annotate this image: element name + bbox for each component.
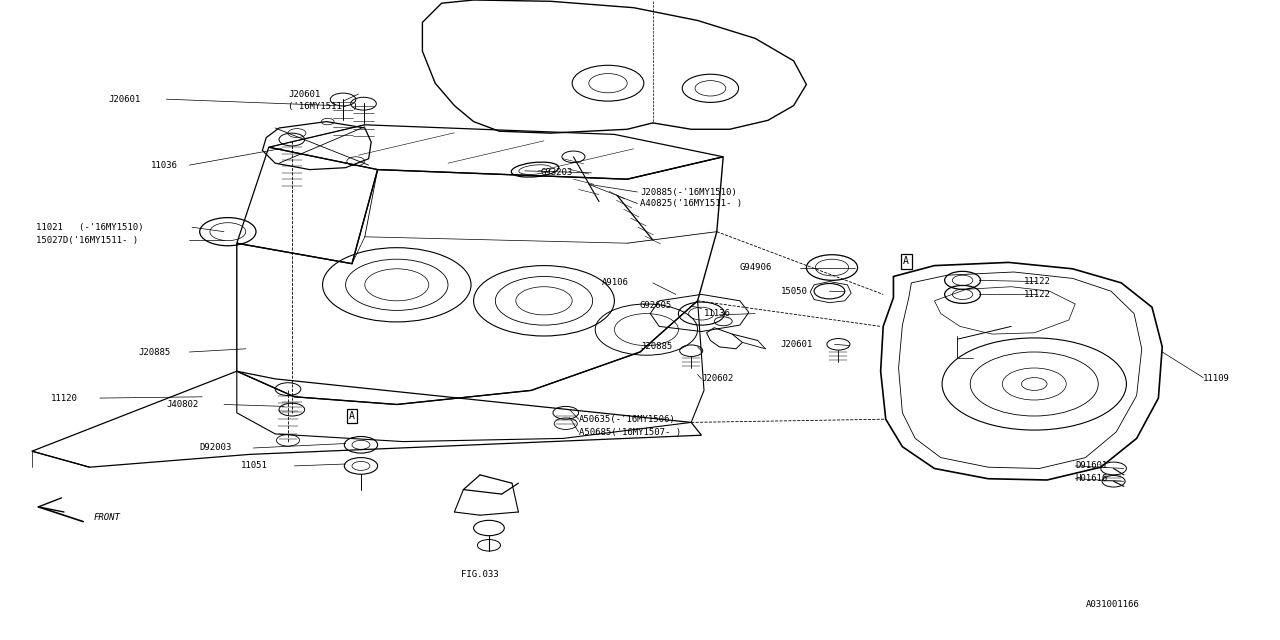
Text: G92605: G92605 xyxy=(640,301,672,310)
Text: 11109: 11109 xyxy=(1203,374,1230,383)
Text: ('16MY1511- ): ('16MY1511- ) xyxy=(288,102,358,111)
Text: 11051: 11051 xyxy=(241,461,268,470)
Text: D91601: D91601 xyxy=(1075,461,1107,470)
Text: 11122: 11122 xyxy=(1024,277,1051,286)
Text: G93203: G93203 xyxy=(540,168,572,177)
Text: 11136: 11136 xyxy=(704,309,731,318)
Text: D92003: D92003 xyxy=(200,444,232,452)
Text: 11021   (-'16MY1510): 11021 (-'16MY1510) xyxy=(36,223,143,232)
Text: J20885: J20885 xyxy=(138,348,170,356)
Text: J20601: J20601 xyxy=(109,95,141,104)
Text: 15027D('16MY1511- ): 15027D('16MY1511- ) xyxy=(36,236,138,244)
Text: A: A xyxy=(349,411,355,421)
Text: A50635(-'16MY1506): A50635(-'16MY1506) xyxy=(579,415,676,424)
Text: A031001166: A031001166 xyxy=(1085,600,1139,609)
Text: FRONT: FRONT xyxy=(93,513,120,522)
Text: J20885: J20885 xyxy=(640,342,672,351)
Text: J20601: J20601 xyxy=(288,90,320,99)
Text: J20602: J20602 xyxy=(701,374,733,383)
Text: 15050: 15050 xyxy=(781,287,808,296)
Text: G94906: G94906 xyxy=(740,263,772,272)
Text: J40802: J40802 xyxy=(166,400,198,409)
Text: J20885(-'16MY1510): J20885(-'16MY1510) xyxy=(640,188,737,196)
Text: FIG.033: FIG.033 xyxy=(461,570,498,579)
Text: 11036: 11036 xyxy=(151,161,178,170)
Text: A40825('16MY1511- ): A40825('16MY1511- ) xyxy=(640,199,742,208)
Text: A50685('16MY1507- ): A50685('16MY1507- ) xyxy=(579,428,681,436)
Text: 11122: 11122 xyxy=(1024,290,1051,299)
Text: A9106: A9106 xyxy=(602,278,628,287)
Text: H01616: H01616 xyxy=(1075,474,1107,483)
Text: A: A xyxy=(904,256,909,266)
Text: J20601: J20601 xyxy=(781,340,813,349)
Text: 11120: 11120 xyxy=(51,394,78,403)
